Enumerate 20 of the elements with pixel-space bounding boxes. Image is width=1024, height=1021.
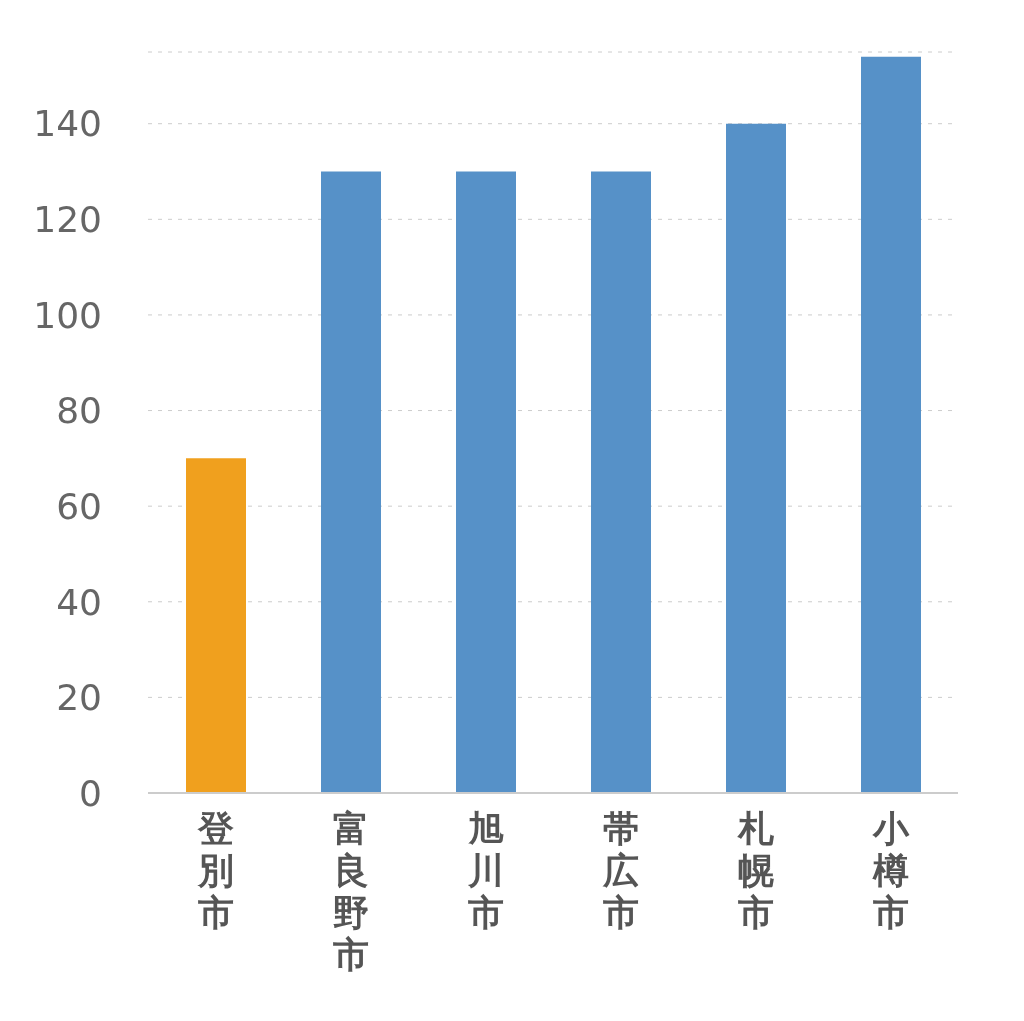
x-tick-label: 富良野市: [332, 808, 369, 975]
y-tick-label: 0: [79, 772, 102, 814]
x-tick-label: 旭川市: [466, 808, 504, 933]
x-tick-label: 札幌市: [736, 808, 774, 933]
y-tick-label: 140: [33, 103, 102, 145]
x-tick-label: 帯広市: [601, 808, 639, 933]
y-tick-label: 100: [33, 294, 102, 336]
y-tick-label: 20: [56, 677, 102, 719]
y-tick-label: 80: [56, 390, 102, 432]
bar: [591, 171, 651, 793]
bar: [726, 123, 786, 793]
bar: [861, 56, 921, 793]
x-tick-label: 登別市: [196, 808, 234, 933]
y-tick-label: 120: [33, 199, 102, 241]
y-tick-label: 40: [56, 581, 102, 623]
x-tick-label: 小樽市: [871, 808, 910, 933]
bar: [321, 171, 381, 793]
bar: [186, 458, 246, 793]
y-tick-label: 60: [56, 485, 102, 527]
bar: [456, 171, 516, 793]
